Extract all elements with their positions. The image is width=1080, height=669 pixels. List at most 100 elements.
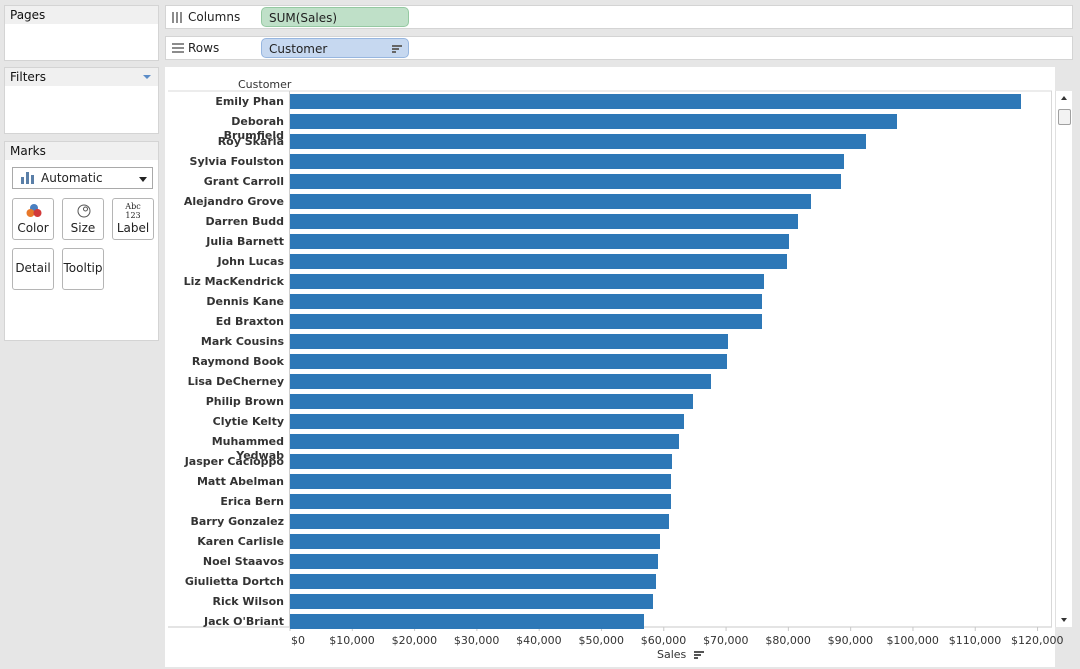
x-tick-label: $40,000	[516, 634, 562, 647]
bar-mark[interactable]	[290, 134, 867, 149]
rows-shelf[interactable]: Rows Customer	[165, 36, 1073, 60]
rows-icon	[172, 43, 184, 54]
mark-type-select[interactable]: Automatic	[12, 167, 153, 189]
customer-label[interactable]: Mark Cousins	[200, 335, 284, 348]
label-icon-abc: Abc	[125, 202, 141, 211]
rows-label: Rows	[188, 41, 220, 55]
filters-dropdown-icon[interactable]	[143, 75, 151, 79]
customer-label[interactable]: Rick Wilson	[212, 595, 284, 608]
customer-label[interactable]: Jack O'Briant	[204, 615, 284, 628]
customer-label[interactable]: Muhammed Yedwab	[211, 435, 284, 462]
filters-title: Filters	[5, 68, 158, 86]
filters-title-label: Filters	[10, 70, 46, 84]
bar-mark[interactable]	[290, 114, 897, 129]
columns-label: Columns	[188, 10, 241, 24]
bar-mark[interactable]	[290, 154, 844, 169]
sort-descending-icon[interactable]	[392, 45, 402, 53]
bar-mark[interactable]	[290, 574, 657, 589]
label-label: Label	[116, 221, 150, 235]
bar-mark[interactable]	[290, 94, 1021, 109]
customer-label[interactable]: Jasper Cacioppo	[184, 455, 284, 468]
size-label: Size	[70, 221, 96, 235]
bar-mark[interactable]	[290, 414, 684, 429]
bar-mark[interactable]	[290, 534, 661, 549]
bar-mark[interactable]	[290, 254, 788, 269]
customer-label[interactable]: Ed Braxton	[215, 315, 284, 328]
customer-label[interactable]: Sylvia Foulston	[189, 155, 284, 168]
bar-mark[interactable]	[290, 214, 799, 229]
bar-mark[interactable]	[290, 334, 728, 349]
customer-label[interactable]: Dennis Kane	[206, 295, 284, 308]
customer-label[interactable]: Darren Budd	[205, 215, 285, 228]
x-tick-label: $100,000	[886, 634, 939, 647]
customer-label[interactable]: Lisa DeCherney	[187, 375, 284, 388]
bar-chart-icon	[21, 172, 35, 184]
bar-mark[interactable]	[290, 554, 659, 569]
bar-mark[interactable]	[290, 294, 763, 309]
bar-mark[interactable]	[290, 314, 762, 329]
x-tick-label: $0	[291, 634, 305, 647]
customer-label[interactable]: Karen Carlisle	[197, 535, 284, 548]
vertical-scrollbar[interactable]	[1055, 91, 1072, 627]
tooltip-button[interactable]: Tooltip	[62, 248, 104, 290]
customer-label[interactable]: Matt Abelman	[196, 475, 284, 488]
label-button[interactable]: Abc 123 Label	[112, 198, 154, 240]
customer-label[interactable]: Barry Gonzalez	[190, 515, 284, 528]
rows-pill-text: Customer	[269, 42, 328, 56]
customer-label[interactable]: Clytie Kelty	[212, 415, 284, 428]
bar-mark[interactable]	[290, 614, 644, 629]
columns-shelf[interactable]: Columns SUM(Sales)	[165, 5, 1073, 29]
bar-mark[interactable]	[290, 234, 789, 249]
scrollbar-thumb[interactable]	[1058, 109, 1071, 125]
customer-label[interactable]: Liz MacKendrick	[183, 275, 284, 288]
bar-mark[interactable]	[290, 474, 671, 489]
customer-label[interactable]: Roy Skaria	[217, 135, 284, 148]
customer-label[interactable]: Erica Bern	[220, 495, 284, 508]
rows-pill-customer[interactable]: Customer	[261, 38, 409, 58]
bar-mark[interactable]	[290, 394, 694, 409]
sort-axis-icon[interactable]	[693, 650, 704, 660]
bar-mark[interactable]	[290, 594, 653, 609]
size-icon	[63, 203, 103, 219]
row-header-title: Customer	[238, 78, 292, 91]
bar-mark[interactable]	[290, 494, 671, 509]
bar-mark[interactable]	[290, 454, 673, 469]
customer-label[interactable]: Noel Staavos	[202, 555, 284, 568]
pages-card: Pages	[4, 5, 159, 61]
customer-label[interactable]: Deborah Brumfield	[223, 115, 284, 142]
columns-icon	[172, 12, 184, 23]
customer-label[interactable]: Julia Barnett	[206, 235, 284, 248]
bar-mark[interactable]	[290, 434, 679, 449]
customer-label[interactable]: Emily Phan	[215, 95, 284, 108]
color-icon	[13, 203, 53, 219]
size-button[interactable]: Size	[62, 198, 104, 240]
scroll-down-arrow-icon[interactable]	[1061, 618, 1067, 622]
customer-label[interactable]: Alejandro Grove	[183, 195, 284, 208]
x-tick-label: $60,000	[640, 634, 687, 647]
customer-label[interactable]: Grant Carroll	[203, 175, 284, 188]
bar-mark[interactable]	[290, 174, 841, 189]
bar-mark[interactable]	[290, 274, 765, 289]
pages-title: Pages	[5, 6, 158, 24]
bar-mark[interactable]	[290, 374, 712, 389]
customer-label[interactable]: Philip Brown	[205, 395, 284, 408]
customer-label[interactable]: John Lucas	[217, 255, 284, 268]
bar-mark[interactable]	[290, 354, 728, 369]
x-axis-title-text: Sales	[657, 648, 687, 661]
detail-button[interactable]: Detail	[12, 248, 54, 290]
chevron-down-icon	[139, 177, 147, 182]
bar-mark[interactable]	[290, 194, 812, 209]
scroll-up-arrow-icon[interactable]	[1061, 96, 1067, 100]
detail-label: Detail	[15, 261, 51, 275]
customer-label[interactable]: Raymond Book	[191, 355, 284, 368]
mark-type-value: Automatic	[41, 171, 103, 185]
x-axis-title: Sales	[657, 648, 704, 661]
x-tick-label: $110,000	[948, 634, 1002, 647]
color-button[interactable]: Color	[12, 198, 54, 240]
x-tick-label: $80,000	[765, 634, 811, 647]
label-icon-123: 123	[125, 211, 141, 220]
bar-mark[interactable]	[290, 514, 669, 529]
x-tick-label: $30,000	[453, 634, 500, 647]
columns-pill-sum-sales[interactable]: SUM(Sales)	[261, 7, 409, 27]
customer-label[interactable]: Giulietta Dortch	[184, 575, 284, 588]
